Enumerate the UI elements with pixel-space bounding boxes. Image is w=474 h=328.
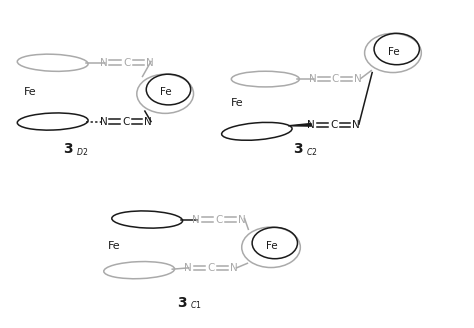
Text: N: N [309,74,317,84]
Text: Fe: Fe [388,47,400,57]
Text: C: C [330,120,337,130]
Text: N: N [230,263,237,273]
Text: N: N [238,215,246,225]
Text: Fe: Fe [231,98,243,108]
Text: Fe: Fe [160,87,172,97]
Text: C: C [123,58,130,68]
Text: N: N [184,263,192,273]
Text: C: C [122,116,129,127]
Polygon shape [288,124,311,126]
Text: N: N [354,74,362,84]
Text: Fe: Fe [266,241,278,251]
Text: N: N [352,120,360,130]
Text: $\mathbf{3}$: $\mathbf{3}$ [177,296,187,310]
Text: N: N [100,58,108,68]
Text: N: N [146,58,154,68]
Text: Fe: Fe [108,241,120,251]
Text: C: C [332,74,339,84]
Text: N: N [192,215,200,225]
Text: N: N [100,116,108,127]
Text: $_{D2}$: $_{D2}$ [76,146,89,159]
Text: $\mathbf{3}$: $\mathbf{3}$ [64,142,74,156]
Text: N: N [307,120,315,130]
Text: C: C [215,215,223,225]
Text: N: N [144,116,152,127]
Text: C: C [207,263,215,273]
Text: $\mathbf{3}$: $\mathbf{3}$ [292,142,303,156]
Text: $_{C1}$: $_{C1}$ [190,300,201,312]
Text: Fe: Fe [24,87,36,97]
Text: $_{C2}$: $_{C2}$ [306,146,317,159]
